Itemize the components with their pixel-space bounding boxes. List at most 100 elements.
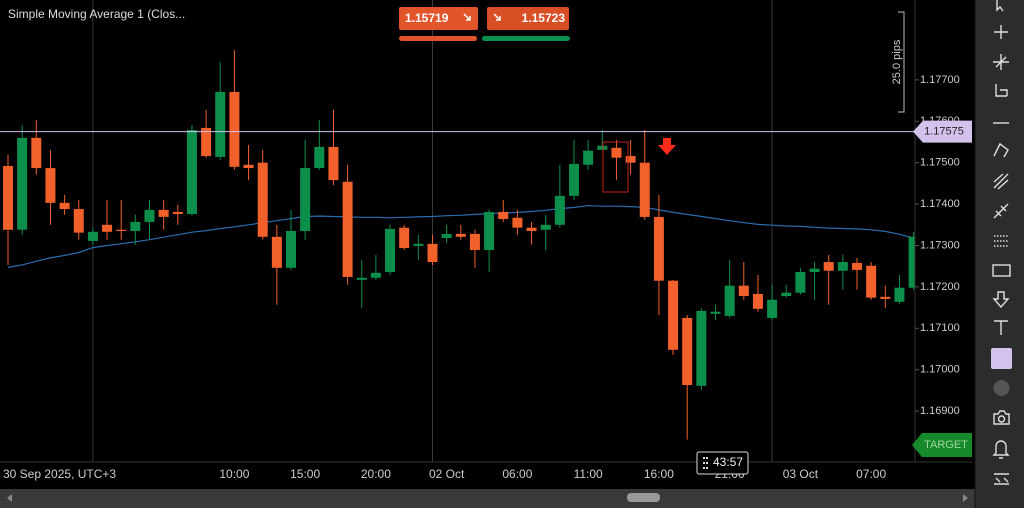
candle-body xyxy=(271,236,282,268)
current-price-label: 1.17575 xyxy=(924,126,964,138)
tool-cursor[interactable] xyxy=(996,0,1004,12)
candle-body xyxy=(441,233,452,239)
tool-alert[interactable] xyxy=(992,440,1010,459)
tool-levels[interactable] xyxy=(994,235,1009,247)
x-tick-label: 11:00 xyxy=(574,467,603,481)
tool-cross-line[interactable] xyxy=(993,54,1009,70)
candle-body xyxy=(45,168,56,203)
candle-body xyxy=(427,243,438,263)
range-bracket xyxy=(898,11,905,113)
candle-body xyxy=(696,310,707,386)
x-tick-label: 03 Oct xyxy=(783,467,819,481)
y-tick-label: 1.17100 xyxy=(920,322,960,334)
candle-body xyxy=(186,129,197,215)
candle-body xyxy=(144,209,155,222)
tool-fib[interactable] xyxy=(993,173,1009,190)
candle-body xyxy=(752,293,763,309)
candle-body xyxy=(540,224,551,230)
candle-body xyxy=(356,277,367,280)
scroll-left[interactable] xyxy=(7,494,12,502)
opacity-swatch[interactable] xyxy=(993,380,1010,396)
candle-body xyxy=(625,156,636,163)
color-swatch[interactable] xyxy=(991,348,1012,369)
x-tick-label: 20:00 xyxy=(361,467,391,481)
candle-body xyxy=(880,296,891,299)
candle-body xyxy=(257,162,268,237)
x-tick-label: 30 Sep 2025, UTC+3 xyxy=(3,467,116,481)
candle-body xyxy=(3,166,13,230)
target-label: TARGET xyxy=(924,439,968,451)
candle-body xyxy=(795,271,806,293)
candle-body xyxy=(866,265,877,298)
scrollbar-thumb[interactable] xyxy=(627,493,660,502)
sell-icon xyxy=(463,13,471,21)
x-tick-label: 07:00 xyxy=(856,467,886,481)
candle-body xyxy=(130,221,141,231)
buy-button[interactable] xyxy=(487,7,569,30)
candle-body xyxy=(469,233,480,251)
y-tick-label: 1.17200 xyxy=(920,281,960,293)
candle-body xyxy=(455,233,466,237)
candle-body xyxy=(526,227,537,231)
candle-body xyxy=(243,164,254,169)
candle-body xyxy=(852,262,862,270)
candle-body xyxy=(653,216,664,281)
target-marker[interactable] xyxy=(912,433,972,457)
candle-body xyxy=(300,168,311,231)
candle-body xyxy=(342,181,353,277)
tool-arrow[interactable] xyxy=(992,291,1010,309)
candle-body xyxy=(215,91,226,157)
y-tick-label: 1.17000 xyxy=(920,364,960,376)
y-tick-label: 1.16900 xyxy=(920,405,960,417)
x-tick-label: 15:00 xyxy=(290,467,320,481)
candle-body xyxy=(314,146,325,169)
candle-body xyxy=(172,211,183,215)
tool-channel[interactable] xyxy=(993,203,1009,219)
scrollbar-track xyxy=(0,489,975,508)
candle-body xyxy=(31,137,42,169)
candle-body xyxy=(399,227,410,248)
toolbar xyxy=(975,0,1024,508)
sell-volume-bar xyxy=(399,36,477,41)
candle-body xyxy=(908,236,915,288)
scroll-right[interactable] xyxy=(963,494,968,502)
candle-body xyxy=(413,243,424,246)
countdown-icon xyxy=(703,457,708,469)
candle-body xyxy=(781,292,792,296)
x-tick-label: 02 Oct xyxy=(429,467,465,481)
candle-body xyxy=(767,299,778,318)
candle-body xyxy=(158,209,169,217)
candle-body xyxy=(229,91,240,167)
candle-body xyxy=(201,127,212,157)
candle-body xyxy=(823,262,834,271)
tool-snap[interactable] xyxy=(995,84,1008,97)
trade-box xyxy=(602,141,629,193)
tool-screenshot[interactable] xyxy=(993,410,1010,425)
range-label: 25.0 pips xyxy=(891,39,903,84)
countdown: 43:57 xyxy=(713,455,743,469)
candle-body xyxy=(286,231,296,268)
candle-body xyxy=(809,268,820,272)
sell-price: 1.15719 xyxy=(405,11,449,25)
x-tick-label: 16:00 xyxy=(644,467,674,481)
x-tick-label: 10:00 xyxy=(219,467,249,481)
candle-body xyxy=(682,317,693,385)
candle-body xyxy=(102,224,113,232)
x-tick-label: 06:00 xyxy=(502,467,532,481)
tool-settings[interactable] xyxy=(994,473,1009,485)
tool-crosshair[interactable] xyxy=(994,25,1008,39)
candle-body xyxy=(498,211,509,219)
buy-price: 1.15723 xyxy=(522,11,566,25)
candle-body xyxy=(639,162,650,217)
sell-button[interactable] xyxy=(399,7,478,30)
candle-body xyxy=(370,272,381,278)
tool-draw[interactable] xyxy=(993,142,1009,158)
candle-body xyxy=(17,137,28,230)
indicator-legend[interactable]: Simple Moving Average 1 (Clos... xyxy=(8,7,185,21)
tool-text[interactable] xyxy=(994,320,1008,335)
candle-body xyxy=(724,285,735,316)
moving-average-line xyxy=(7,205,914,268)
tool-rectangle[interactable] xyxy=(992,264,1011,277)
